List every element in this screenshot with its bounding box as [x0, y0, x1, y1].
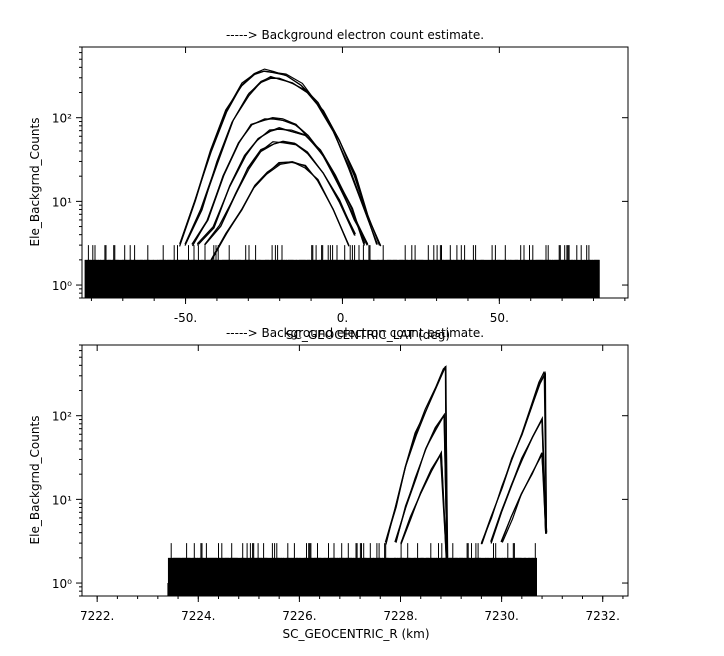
series-1-line	[395, 413, 448, 559]
series-layer	[179, 68, 382, 262]
chart-title: -----> Background electron count estimat…	[226, 326, 484, 340]
series-layer	[384, 365, 548, 560]
series-4-line	[490, 416, 547, 544]
series-2-line	[191, 117, 369, 245]
y-axis-label: Ele_Backgrnd_Counts	[28, 118, 42, 247]
series-4-line	[490, 416, 547, 542]
x-tick-label: 7226.	[282, 609, 316, 623]
y-tick-label: 10⁰	[52, 279, 72, 293]
series-0-line	[179, 68, 378, 245]
y-axis-label: Ele_Backgrnd_Counts	[28, 416, 42, 545]
background-noise-layer	[167, 543, 537, 596]
series-2-line	[400, 451, 448, 559]
y-tick-label: 10²	[52, 112, 72, 126]
x-axis-label: SC_GEOCENTRIC_LAT (deg)	[286, 328, 450, 342]
x-tick-label: 7232.	[586, 609, 620, 623]
y-tick-label: 10¹	[52, 195, 72, 209]
background-band	[85, 259, 600, 298]
panel-latitude: -----> Background electron count estimat…	[28, 28, 629, 342]
y-tick-label: 10¹	[52, 493, 72, 507]
series-2-line	[400, 452, 447, 559]
x-tick-label: 7224.	[181, 609, 215, 623]
y-tick-label: 10²	[52, 410, 72, 424]
x-tick-label: 7230.	[484, 609, 518, 623]
series-3-line	[196, 126, 365, 246]
tick-layer: -50. 0. 50. 10⁰ 10¹ 10²	[52, 46, 628, 325]
series-2-line	[191, 116, 368, 246]
series-1-line	[184, 76, 382, 247]
background-band	[167, 557, 537, 596]
x-tick-label: 7222.	[80, 609, 114, 623]
x-tick-label: 50.	[490, 311, 509, 325]
series-0-line	[385, 365, 449, 559]
chart-title: -----> Background electron count estimat…	[226, 28, 484, 42]
series-5-line	[500, 452, 548, 543]
x-tick-label: -50.	[174, 311, 197, 325]
x-axis-label: SC_GEOCENTRIC_R (km)	[283, 627, 430, 641]
x-tick-label: 7228.	[383, 609, 417, 623]
x-tick-label: 0.	[337, 311, 348, 325]
series-1-line	[185, 75, 381, 246]
y-tick-label: 10⁰	[52, 577, 72, 591]
series-0-line	[384, 365, 448, 560]
series-4-line	[204, 140, 356, 246]
series-5-line	[210, 161, 350, 262]
background-noise-layer	[84, 245, 600, 298]
series-3-line	[480, 370, 547, 544]
series-4-line	[490, 417, 547, 543]
panel-radius: -----> Background electron count estimat…	[28, 326, 629, 641]
tick-layer: 7222. 7224. 7226. 7228. 7230. 7232. 10⁰ 10¹ 10²	[52, 344, 628, 623]
series-2-line	[400, 450, 447, 559]
series-0-line	[385, 367, 448, 558]
